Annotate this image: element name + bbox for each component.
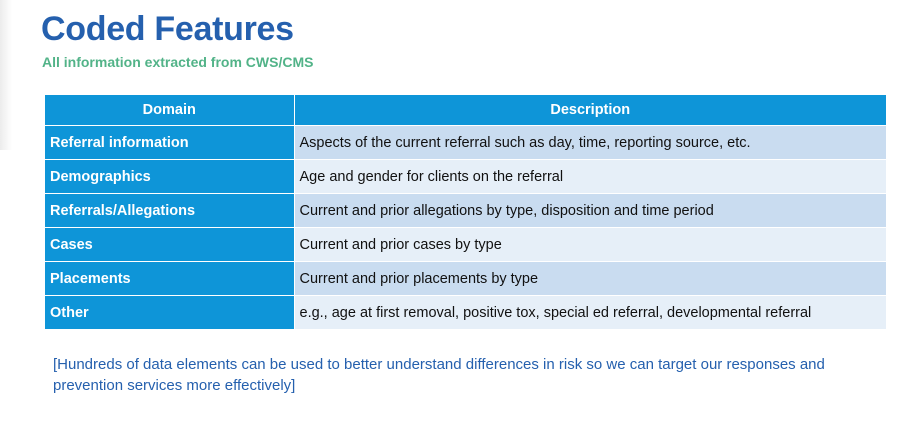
- footnote: [Hundreds of data elements can be used t…: [53, 356, 825, 394]
- table-row: Cases Current and prior cases by type: [45, 227, 886, 262]
- table-row: Referrals/Allegations Current and prior …: [45, 193, 886, 228]
- page-subtitle: All information extracted from CWS/CMS: [42, 54, 314, 70]
- description-cell: Current and prior cases by type: [294, 227, 886, 262]
- description-cell: Current and prior allegations by type, d…: [294, 193, 886, 228]
- description-cell: e.g., age at first removal, positive tox…: [294, 295, 886, 329]
- domain-column-header: Domain: [45, 95, 295, 126]
- domain-cell: Referrals/Allegations: [45, 193, 295, 228]
- table-row: Placements Current and prior placements …: [45, 261, 886, 296]
- table-header-row: Domain Description: [45, 95, 886, 126]
- coded-features-table: Domain Description Referral information …: [45, 95, 886, 329]
- description-column-header: Description: [294, 95, 886, 126]
- left-edge-shadow: [0, 0, 12, 150]
- table-row: Other e.g., age at first removal, positi…: [45, 295, 886, 329]
- description-cell: Age and gender for clients on the referr…: [294, 159, 886, 194]
- domain-cell: Demographics: [45, 159, 295, 194]
- table-row: Referral information Aspects of the curr…: [45, 125, 886, 160]
- domain-cell: Other: [45, 295, 295, 329]
- table-row: Demographics Age and gender for clients …: [45, 159, 886, 194]
- description-cell: Current and prior placements by type: [294, 261, 886, 296]
- domain-cell: Referral information: [45, 125, 295, 160]
- page-title: Coded Features: [41, 10, 294, 48]
- domain-cell: Placements: [45, 261, 295, 296]
- domain-cell: Cases: [45, 227, 295, 262]
- description-cell: Aspects of the current referral such as …: [294, 125, 886, 160]
